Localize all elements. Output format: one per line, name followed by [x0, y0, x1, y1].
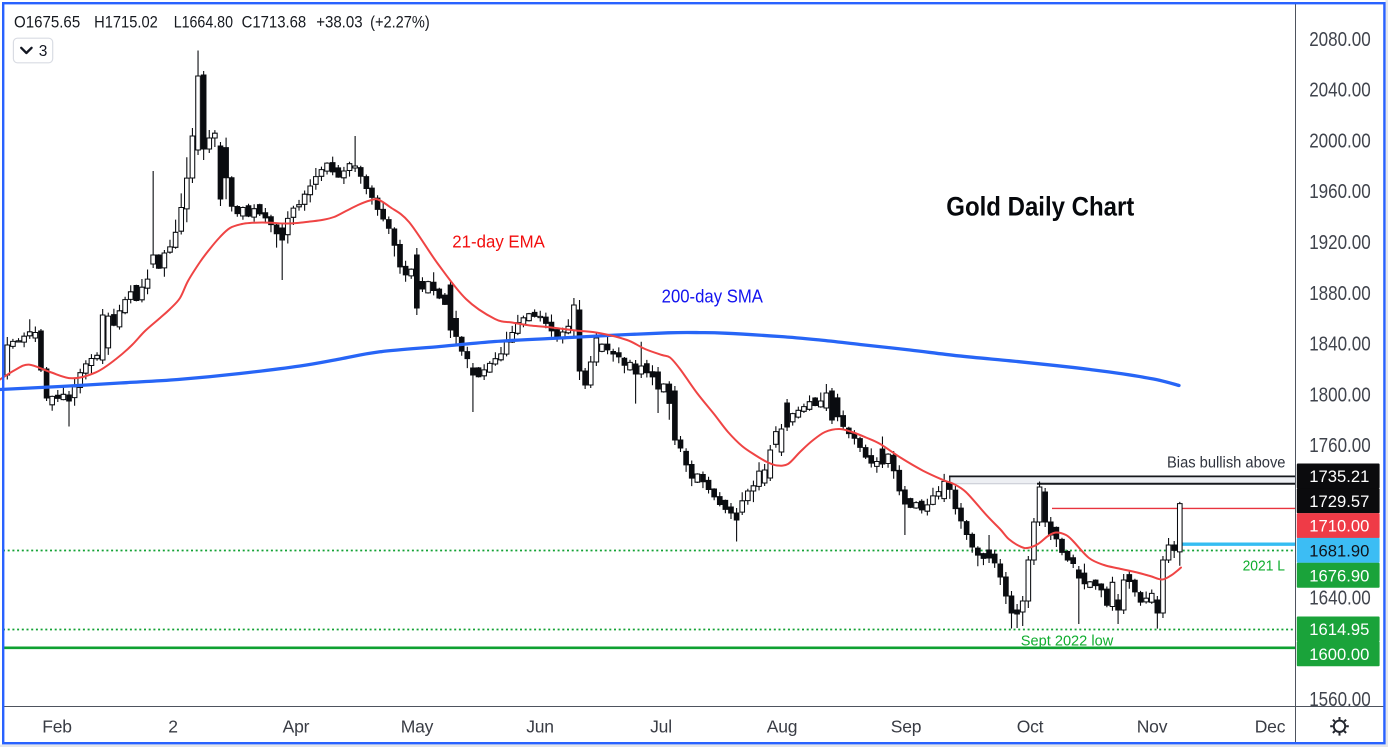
svg-text:2: 2	[168, 717, 178, 737]
svg-text:H1715.02: H1715.02	[94, 14, 158, 32]
svg-text:Jun: Jun	[526, 717, 554, 737]
svg-text:O1675.65: O1675.65	[14, 14, 80, 32]
svg-text:Jul: Jul	[650, 717, 672, 737]
svg-text:21-day EMA: 21-day EMA	[452, 232, 545, 252]
svg-text:1681.90: 1681.90	[1309, 542, 1369, 561]
svg-text:Bias bullish above: Bias bullish above	[1167, 455, 1286, 472]
svg-text:Oct: Oct	[1017, 717, 1044, 737]
svg-text:2080.00: 2080.00	[1309, 29, 1371, 51]
svg-text:Feb: Feb	[42, 717, 72, 737]
svg-text:Sept 2022 low: Sept 2022 low	[1021, 632, 1114, 649]
svg-text:+38.03: +38.03	[316, 14, 362, 32]
svg-text:Gold Daily Chart: Gold Daily Chart	[946, 192, 1134, 222]
svg-text:200-day SMA: 200-day SMA	[662, 287, 763, 307]
svg-text:1614.95: 1614.95	[1309, 620, 1369, 639]
svg-text:Apr: Apr	[283, 717, 310, 737]
svg-text:L1664.80: L1664.80	[174, 14, 233, 32]
svg-text:Nov: Nov	[1137, 717, 1168, 737]
svg-text:Dec: Dec	[1255, 717, 1286, 737]
svg-text:1920.00: 1920.00	[1309, 232, 1371, 254]
svg-text:1880.00: 1880.00	[1309, 283, 1371, 305]
svg-text:1600.00: 1600.00	[1309, 645, 1369, 664]
svg-text:C1713.68: C1713.68	[242, 14, 307, 32]
svg-text:1760.00: 1760.00	[1309, 435, 1371, 457]
svg-text:1640.00: 1640.00	[1309, 588, 1371, 610]
svg-text:2040.00: 2040.00	[1309, 80, 1371, 102]
svg-text:1710.00: 1710.00	[1309, 517, 1369, 536]
svg-text:May: May	[401, 717, 434, 737]
svg-text:1840.00: 1840.00	[1309, 334, 1371, 356]
svg-text:1735.21: 1735.21	[1309, 467, 1369, 486]
svg-text:1729.57: 1729.57	[1309, 492, 1369, 511]
svg-text:2021 L: 2021 L	[1243, 557, 1285, 574]
svg-text:(+2.27%): (+2.27%)	[370, 14, 430, 32]
svg-text:Sep: Sep	[891, 717, 922, 737]
svg-text:1800.00: 1800.00	[1309, 384, 1371, 406]
svg-text:Aug: Aug	[767, 717, 798, 737]
svg-text:3: 3	[39, 43, 48, 60]
svg-text:1960.00: 1960.00	[1309, 181, 1371, 203]
svg-text:1676.90: 1676.90	[1309, 566, 1369, 585]
svg-text:1560.00: 1560.00	[1309, 689, 1371, 711]
svg-text:2000.00: 2000.00	[1309, 131, 1371, 153]
